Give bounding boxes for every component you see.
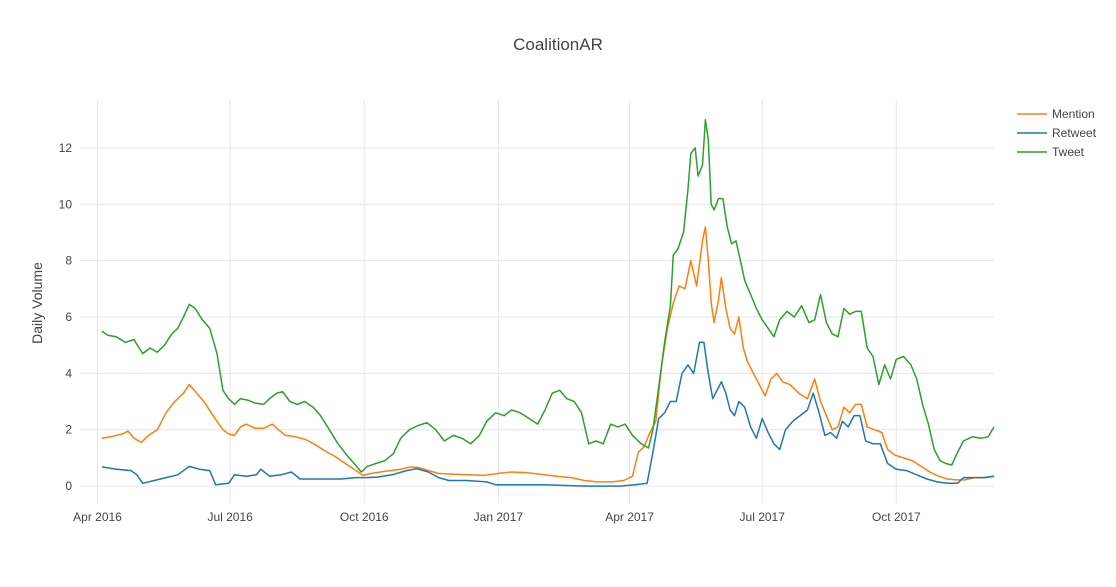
legend-label: Retweet [1052, 126, 1097, 140]
y-tick-label: 0 [65, 479, 72, 493]
x-tick-label: Oct 2016 [340, 510, 389, 524]
chart-title: CoalitionAR [513, 35, 603, 54]
series-line-mention [101, 226, 995, 483]
x-tick-label: Jan 2017 [474, 510, 524, 524]
x-tick-label: Oct 2017 [872, 510, 921, 524]
series-line-retweet [101, 341, 995, 487]
x-tick-label: Apr 2016 [73, 510, 122, 524]
legend-label: Mention [1052, 107, 1095, 121]
legend-item-mention[interactable]: Mention [1017, 107, 1095, 121]
grid-layer [80, 100, 994, 503]
y-tick-label: 12 [59, 141, 73, 155]
x-tick-label: Apr 2017 [605, 510, 654, 524]
legend-label: Tweet [1052, 145, 1085, 159]
y-tick-label: 6 [65, 310, 72, 324]
y-axis-title: Daily Volume [29, 262, 45, 344]
legend[interactable]: Mention Retweet Tweet [1017, 107, 1097, 159]
y-tick-label: 4 [65, 366, 72, 380]
x-tick-label: Jul 2017 [740, 510, 786, 524]
y-tick-label: 10 [59, 197, 73, 211]
y-tick-label: 2 [65, 423, 72, 437]
series-line-tweet [101, 118, 995, 473]
y-tick-label: 8 [65, 254, 72, 268]
legend-item-retweet[interactable]: Retweet [1017, 126, 1097, 140]
series-layer [101, 118, 995, 487]
tick-layer: Apr 2016 Jul 2016 Oct 2016 Jan 2017 Apr 2017… [59, 141, 921, 524]
legend-item-tweet[interactable]: Tweet [1017, 145, 1085, 159]
x-tick-label: Jul 2016 [207, 510, 253, 524]
